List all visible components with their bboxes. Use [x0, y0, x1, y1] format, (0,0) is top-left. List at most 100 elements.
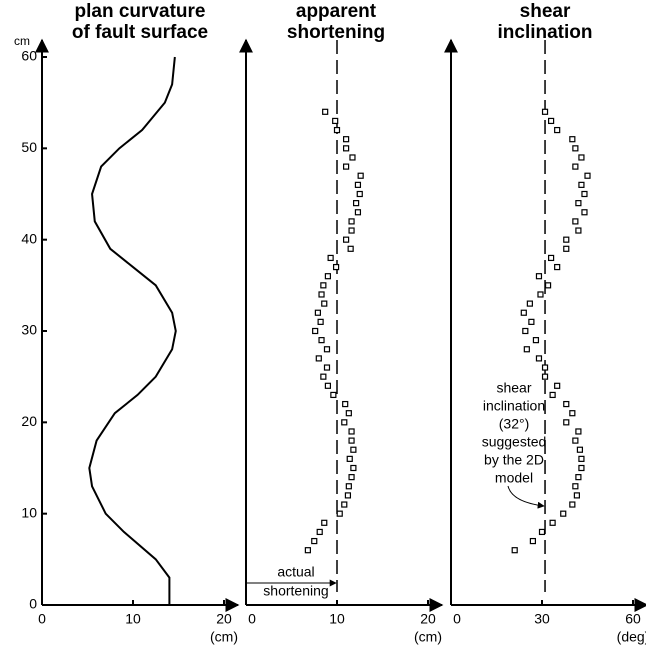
- data-point: [554, 126, 561, 134]
- x-axis-label: (cm): [414, 629, 442, 645]
- panel-title: inclination: [498, 22, 593, 43]
- annotation: shear: [496, 380, 531, 396]
- panel-title: apparent: [296, 1, 377, 22]
- data-point: [578, 154, 585, 161]
- data-point: [324, 382, 331, 389]
- data-point: [354, 209, 362, 216]
- data-point: [575, 474, 582, 481]
- annotation: actual: [277, 564, 314, 580]
- data-point: [563, 236, 570, 243]
- data-point: [581, 190, 588, 198]
- data-point: [538, 528, 546, 536]
- x-axis-label: (deg): [617, 629, 646, 645]
- data-point: [323, 364, 331, 371]
- data-point: [572, 218, 579, 225]
- data-point: [578, 464, 585, 472]
- data-point: [321, 300, 328, 307]
- data-point: [569, 501, 576, 508]
- data-point: [349, 154, 356, 161]
- x-tick-label: 10: [125, 611, 141, 627]
- data-point: [522, 327, 529, 335]
- data-point: [535, 355, 543, 362]
- data-point: [528, 318, 535, 325]
- data-point: [345, 483, 352, 490]
- data-point: [541, 108, 549, 115]
- data-point: [350, 464, 357, 472]
- data-point: [348, 437, 355, 444]
- data-point: [336, 510, 343, 517]
- data-point: [563, 419, 570, 426]
- curvature-line: [88, 56, 177, 605]
- x-tick-label: 0: [453, 611, 461, 627]
- data-point: [348, 428, 355, 435]
- data-point: [312, 327, 319, 335]
- data-point: [526, 300, 533, 307]
- data-point: [348, 474, 355, 481]
- data-point: [576, 446, 584, 453]
- data-point: [356, 190, 363, 198]
- data-point: [554, 263, 561, 271]
- data-point: [343, 236, 350, 243]
- data-point: [348, 227, 355, 234]
- data-point: [348, 218, 355, 225]
- annotation: by the 2D: [484, 452, 544, 468]
- data-point: [520, 309, 527, 316]
- data-point: [316, 528, 323, 536]
- y-tick-label: 0: [29, 596, 37, 612]
- data-point: [560, 510, 567, 517]
- y-tick-label: 60: [21, 48, 37, 64]
- data-point: [581, 209, 588, 216]
- data-point: [541, 364, 549, 371]
- x-axis-label: (cm): [210, 629, 238, 645]
- data-point: [575, 428, 582, 435]
- x-tick-label: 20: [420, 611, 436, 627]
- data-point: [523, 346, 530, 353]
- data-point: [343, 163, 350, 170]
- data-point: [541, 373, 549, 380]
- data-point: [341, 501, 348, 508]
- data-point: [341, 419, 348, 426]
- annotation-arrow: [507, 485, 545, 509]
- data-point: [511, 547, 518, 554]
- data-point: [575, 227, 582, 234]
- data-point: [327, 254, 334, 262]
- data-point: [547, 117, 555, 125]
- y-tick-label: 50: [21, 139, 37, 155]
- annotation: model: [495, 470, 533, 486]
- data-point: [318, 291, 325, 298]
- data-point: [584, 172, 591, 179]
- data-point: [569, 410, 576, 417]
- panel-title: of fault surface: [72, 22, 208, 43]
- annotation: suggested: [482, 434, 547, 450]
- data-point: [572, 163, 579, 170]
- data-point: [321, 519, 328, 526]
- data-point: [311, 537, 318, 545]
- data-point: [575, 200, 582, 207]
- data-point: [346, 455, 353, 462]
- x-tick-label: 20: [216, 611, 232, 627]
- data-point: [320, 373, 327, 380]
- data-point: [535, 273, 543, 280]
- data-point: [357, 172, 364, 179]
- annotation: inclination: [483, 398, 545, 414]
- panel-title: shortening: [287, 22, 385, 43]
- data-point: [315, 355, 322, 362]
- data-point: [563, 245, 570, 252]
- x-tick-label: 30: [534, 611, 550, 627]
- data-point: [549, 519, 556, 526]
- data-point: [544, 282, 552, 289]
- data-point: [572, 483, 579, 490]
- data-point: [547, 254, 555, 262]
- data-point: [318, 337, 325, 344]
- x-tick-label: 0: [248, 611, 256, 627]
- data-point: [320, 282, 327, 289]
- x-tick-label: 0: [38, 611, 46, 627]
- data-point: [333, 126, 341, 134]
- data-point: [345, 410, 352, 417]
- data-point: [347, 245, 354, 252]
- annotation: (32°): [499, 416, 530, 432]
- data-point: [304, 547, 311, 554]
- data-point: [332, 263, 340, 271]
- y-axis-label: cm: [14, 34, 30, 48]
